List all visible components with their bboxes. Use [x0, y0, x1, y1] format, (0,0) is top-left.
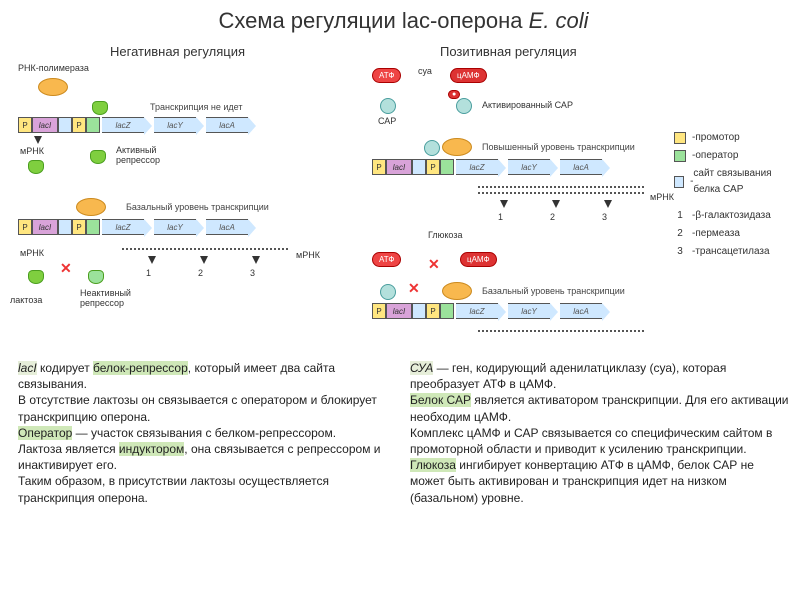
- x-icon: ✕: [60, 260, 72, 277]
- legend-sq-promoter: [674, 132, 686, 144]
- seg-cap: [58, 117, 72, 133]
- camp-badge-2: цАМФ: [460, 252, 497, 267]
- polymerase-icon: [38, 78, 68, 96]
- operon-neg-2: P lacI P lacZ lacY lacA: [18, 218, 248, 236]
- label-active-repressor: Активный репрессор: [116, 145, 160, 165]
- cap-icon-1: [380, 98, 396, 114]
- label-glucose: Глюкоза: [428, 230, 462, 240]
- title-species: E. coli: [529, 8, 589, 33]
- legend-sq-operator: [674, 150, 686, 162]
- label-lactose: лактоза: [10, 295, 42, 305]
- atp-badge-2: АТФ: [372, 252, 401, 267]
- label-trans-high: Повышенный уровень транскрипции: [482, 142, 635, 152]
- label-cap-1: САР: [378, 116, 396, 126]
- body-text-right: СУА — ген, кодирующий аденилатциклазу (с…: [410, 360, 790, 506]
- seg-p2: P: [72, 117, 86, 133]
- label-mrna-2: мРНК: [296, 250, 320, 260]
- seg-op: [86, 117, 100, 133]
- label-rna-pol: РНК-полимераза: [18, 63, 89, 73]
- polymerase-icon-2: [76, 198, 106, 216]
- subtitle-negative: Негативная регуляция: [110, 44, 245, 59]
- label-mrna-1: мРНК: [20, 146, 44, 156]
- seg-lacI: lacI: [32, 117, 58, 133]
- title-prefix: Схема регуляции lac-оперона: [218, 8, 528, 33]
- camp-badge-1: цАМФ: [450, 68, 487, 83]
- gene-lacZ: lacZ: [102, 117, 144, 133]
- operon-neg-1: P lacI P lacZ lacY lacA: [18, 116, 248, 134]
- page-title: Схема регуляции lac-оперона E. coli: [0, 0, 807, 38]
- cap-activated-icon: [456, 98, 472, 114]
- gene-lacA: lacA: [206, 117, 248, 133]
- gene-lacY: lacY: [154, 117, 196, 133]
- label-cya-1: суа: [418, 66, 432, 76]
- repressor-on-operator: [92, 101, 108, 115]
- atp-badge-1: АТФ: [372, 68, 401, 83]
- subtitle-positive: Позитивная регуляция: [440, 44, 577, 59]
- label-activated-cap: Активированный САР: [482, 100, 573, 110]
- legend-sq-cap: [674, 176, 684, 188]
- label-trans-none: Транскрипция не идет: [150, 102, 242, 112]
- mrna-wave-1: [120, 248, 290, 250]
- arrow-down-icon: [34, 136, 42, 144]
- legend: - промотор - оператор - сайт связывания …: [674, 130, 799, 262]
- repressor-product: [28, 160, 44, 174]
- label-inactive-repressor: Неактивный репрессор: [80, 288, 131, 308]
- label-trans-basal-1: Базальный уровень транскрипции: [126, 202, 269, 212]
- operon-pos-1: P lacI P lacZ lacY lacA: [372, 158, 602, 176]
- seg-p: P: [18, 117, 32, 133]
- body-text-left: lacI кодирует белок-репрессор, который и…: [18, 360, 388, 506]
- label-trans-basal-2: Базальный уровень транскрипции: [482, 286, 625, 296]
- repressor-inactive-icon: [88, 270, 104, 284]
- operon-pos-2: P lacI P lacZ lacY lacA: [372, 302, 602, 320]
- polymerase-icon-3: [442, 138, 472, 156]
- label-mrna-3: мРНК: [20, 248, 44, 258]
- repressor-active-icon: [90, 150, 106, 164]
